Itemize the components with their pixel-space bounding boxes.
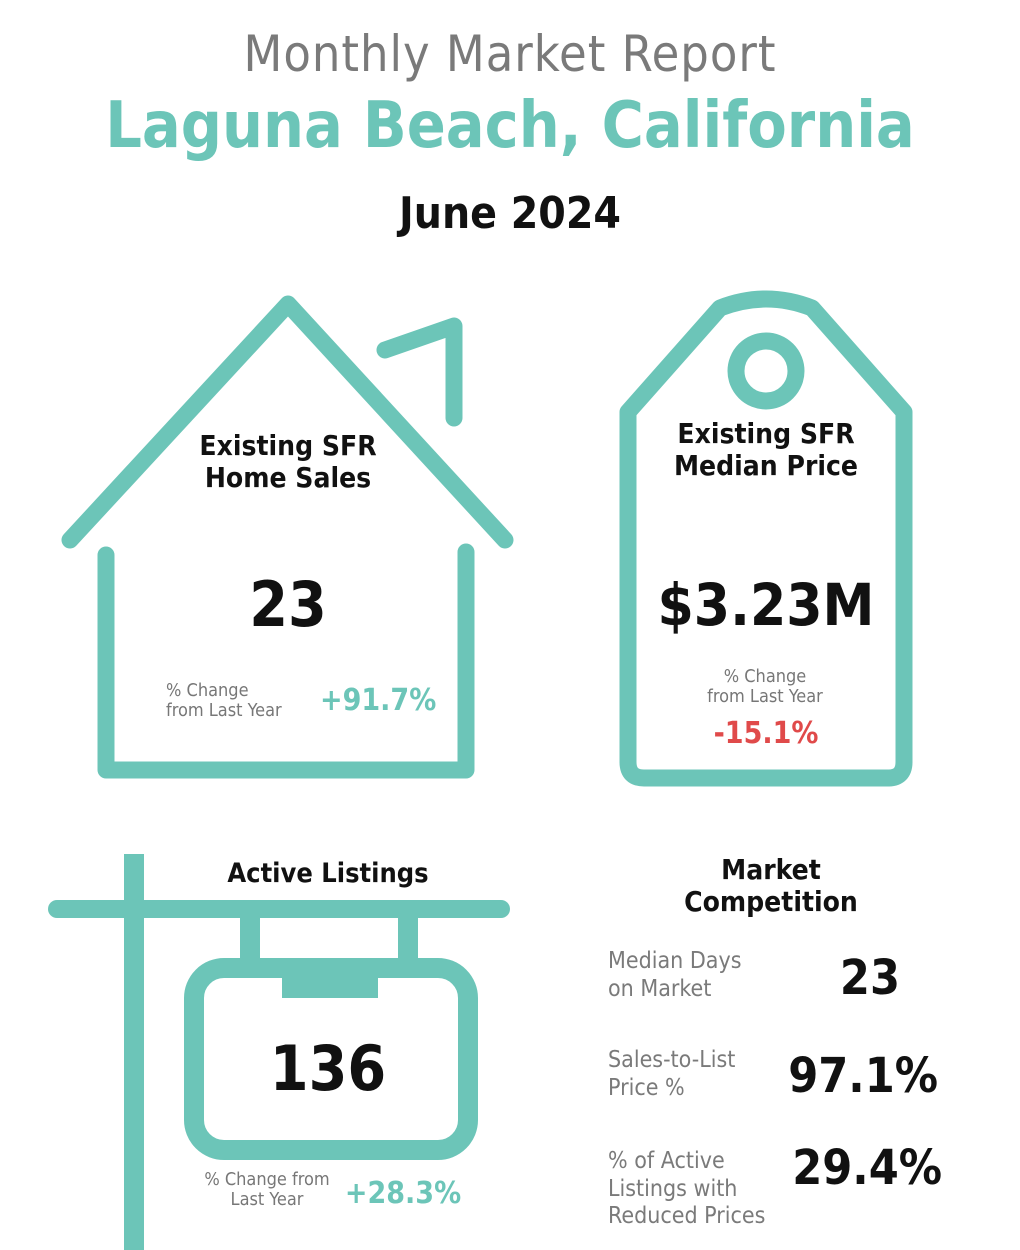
median-price-change-label-line2: from Last Year xyxy=(707,685,823,707)
metric-reduced-prices-label-line1: % of Active xyxy=(608,1148,725,1174)
median-price-change-label-line1: % Change xyxy=(723,666,807,687)
metric-median-days-label: Median Days on Market xyxy=(608,948,798,1003)
metric-reduced-prices-value: 29.4% xyxy=(792,1140,942,1196)
metric-median-days-label-line1: Median Days xyxy=(608,948,742,974)
metric-median-days-label-line2: on Market xyxy=(608,975,712,1002)
home-sales-title-line1: Existing SFR xyxy=(199,429,377,462)
metric-sales-to-list-label-line1: Sales-to-List xyxy=(608,1047,736,1073)
sign-post-icon xyxy=(48,854,510,1250)
metric-reduced-prices-label-line2: Listings with xyxy=(608,1175,738,1202)
report-period: June 2024 xyxy=(399,188,621,239)
active-listings-title: Active Listings xyxy=(227,858,429,889)
median-price-value: $3.23M xyxy=(657,571,875,639)
metric-sales-to-list-label-line2: Price % xyxy=(608,1074,685,1101)
market-competition-title-line1: Market xyxy=(721,853,821,886)
market-competition-title-line2: Competition xyxy=(684,885,858,919)
active-listings-change-value: +28.3% xyxy=(344,1176,462,1211)
metric-sales-to-list-value: 97.1% xyxy=(788,1048,938,1104)
home-sales-value: 23 xyxy=(249,568,327,641)
active-listings-change-label: % Change from Last Year xyxy=(196,1170,338,1210)
report-title: Monthly Market Report xyxy=(243,25,777,83)
median-price-title-line2: Median Price xyxy=(673,449,859,483)
home-sales-change-value: +91.7% xyxy=(320,683,437,718)
home-sales-change-label-line2: from Last Year xyxy=(166,699,282,721)
metric-median-days-value: 23 xyxy=(839,950,900,1006)
house-icon xyxy=(61,295,514,779)
active-listings-value: 136 xyxy=(269,1032,387,1105)
price-tag-icon xyxy=(619,290,913,787)
market-competition-title: Market Competition xyxy=(666,853,876,919)
home-sales-change-label: % Change from Last Year xyxy=(166,681,316,721)
metric-sales-to-list-label: Sales-to-List Price % xyxy=(608,1047,798,1102)
median-price-change-value: -15.1% xyxy=(713,716,819,751)
metric-reduced-prices-label: % of Active Listings with Reduced Prices xyxy=(608,1148,798,1231)
median-price-change-label: % Change from Last Year xyxy=(660,667,870,707)
home-sales-title-line2: Home Sales xyxy=(204,461,372,495)
metric-reduced-prices-label-line3: Reduced Prices xyxy=(608,1203,766,1230)
median-price-title: Existing SFR Median Price xyxy=(646,417,886,483)
active-listings-change-label-line1: % Change from xyxy=(204,1169,330,1190)
home-sales-change-label-line1: % Change xyxy=(166,680,249,701)
city-title: Laguna Beach, California xyxy=(105,89,915,163)
median-price-title-line1: Existing SFR xyxy=(677,417,855,450)
active-listings-change-label-line2: Last Year xyxy=(230,1188,304,1210)
home-sales-title: Existing SFR Home Sales xyxy=(150,429,426,495)
